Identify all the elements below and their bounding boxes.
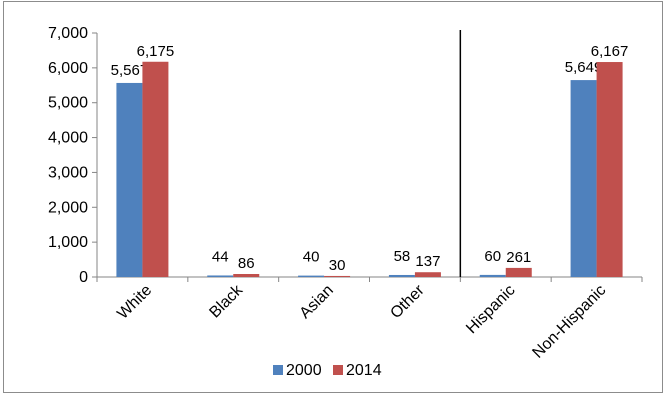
x-category-label: Asian bbox=[297, 282, 337, 322]
data-label: 6,175 bbox=[137, 43, 175, 60]
data-label: 261 bbox=[506, 249, 531, 266]
data-label: 86 bbox=[238, 255, 255, 272]
y-tick-label: 1,000 bbox=[48, 234, 88, 251]
x-category-label: White bbox=[114, 282, 155, 323]
bar-2000-hispanic bbox=[479, 274, 506, 277]
y-tick-label: 7,000 bbox=[48, 25, 88, 42]
x-category-label: Non-Hispanic bbox=[529, 282, 609, 362]
bar-2014-other bbox=[414, 272, 441, 277]
bar-2014-white bbox=[142, 61, 169, 277]
y-tick-label: 4,000 bbox=[48, 130, 88, 147]
y-tick-label: 3,000 bbox=[48, 164, 88, 181]
data-label: 60 bbox=[484, 248, 501, 265]
bar-2000-non-hispanic bbox=[570, 80, 597, 277]
bar-2014-asian bbox=[324, 275, 351, 277]
y-tick-label: 0 bbox=[79, 269, 88, 286]
data-label: 44 bbox=[212, 248, 229, 265]
legend-swatch-2014 bbox=[333, 365, 343, 375]
data-label: 5,649 bbox=[565, 59, 603, 76]
legend-label: 2014 bbox=[346, 362, 382, 379]
chart-frame bbox=[3, 1, 663, 393]
legend-swatch-2000 bbox=[273, 365, 283, 375]
legend-label: 2000 bbox=[286, 362, 322, 379]
data-label: 6,167 bbox=[591, 43, 629, 60]
y-tick-label: 6,000 bbox=[48, 60, 88, 77]
data-label: 58 bbox=[394, 248, 411, 265]
y-tick-label: 2,000 bbox=[48, 199, 88, 216]
bar-2000-black bbox=[207, 275, 234, 277]
bar-2000-white bbox=[116, 82, 143, 277]
data-label: 137 bbox=[415, 253, 440, 270]
bar-2014-non-hispanic bbox=[596, 62, 623, 278]
x-category-label: Black bbox=[206, 281, 246, 321]
y-tick-label: 5,000 bbox=[48, 95, 88, 112]
data-label: 5,567 bbox=[111, 62, 149, 79]
x-category-label: Other bbox=[387, 281, 428, 322]
data-label: 30 bbox=[329, 257, 346, 274]
bar-2000-other bbox=[388, 274, 415, 277]
bar-2014-hispanic bbox=[505, 267, 532, 277]
data-label: 40 bbox=[303, 249, 320, 266]
x-category-label: Hispanic bbox=[463, 282, 518, 337]
bar-2000-asian bbox=[298, 275, 325, 277]
bar-2014-black bbox=[233, 274, 260, 277]
